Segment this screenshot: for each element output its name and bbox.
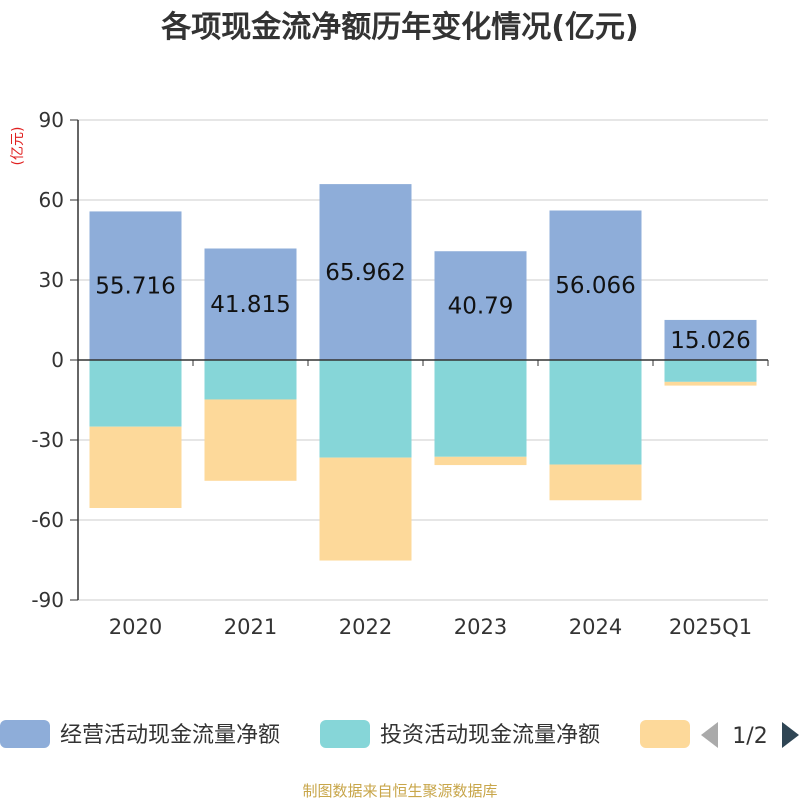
y-tick-label: 90 bbox=[39, 108, 64, 132]
bar-series-1-2025Q1[interactable] bbox=[664, 319, 757, 360]
chart-title: 各项现金流净额历年变化情况(亿元) bbox=[160, 10, 638, 45]
data-label: 15.026 bbox=[670, 328, 750, 354]
y-tick-label: -30 bbox=[31, 428, 64, 452]
bar-series-1-2020[interactable] bbox=[89, 211, 182, 360]
bar-series-2-2024[interactable] bbox=[549, 360, 642, 465]
y-axis-label: (亿元) bbox=[10, 127, 26, 166]
legend-swatch-1[interactable] bbox=[0, 720, 50, 748]
bar-series-1-2023[interactable] bbox=[434, 251, 527, 360]
x-tick-label: 2020 bbox=[109, 615, 162, 639]
data-label: 40.79 bbox=[448, 294, 514, 320]
legend-page-indicator: 1/2 bbox=[732, 724, 767, 749]
bars-group bbox=[89, 184, 757, 561]
bar-series-2-2022[interactable] bbox=[319, 360, 412, 458]
y-tick-label: 0 bbox=[51, 348, 64, 372]
bar-series-1-2022[interactable] bbox=[319, 184, 412, 360]
bar-series-3-2020[interactable] bbox=[89, 426, 182, 508]
legend-pager[interactable]: 1/2 bbox=[701, 722, 799, 749]
bar-series-3-2023[interactable] bbox=[434, 456, 527, 466]
x-tick-label: 2021 bbox=[224, 615, 277, 639]
legend-label-2[interactable]: 投资活动现金流量净额 bbox=[380, 723, 600, 748]
x-tick-label: 2025Q1 bbox=[669, 615, 752, 639]
bar-series-1-2021[interactable] bbox=[204, 248, 297, 360]
bar-series-2-2021[interactable] bbox=[204, 360, 297, 400]
x-tick-label: 2022 bbox=[339, 615, 392, 639]
source-note: 制图数据来自恒生聚源数据库 bbox=[302, 782, 497, 800]
data-label: 65.962 bbox=[325, 260, 405, 286]
bar-series-1-2024[interactable] bbox=[549, 210, 642, 360]
data-label: 55.716 bbox=[95, 274, 175, 300]
y-tick-label: -60 bbox=[31, 508, 64, 532]
x-tick-label: 2023 bbox=[454, 615, 507, 639]
legend: 经营活动现金流量净额 投资活动现金流量净额 bbox=[0, 720, 690, 748]
bar-series-3-2021[interactable] bbox=[204, 399, 297, 481]
bar-series-3-2024[interactable] bbox=[549, 464, 642, 501]
axes-group: 90 60 30 0 -30 -60 -90 2020 2021 2022 2023 2024 2025… bbox=[31, 108, 769, 639]
y-tick-label: -90 bbox=[31, 588, 64, 612]
bar-series-2-2020[interactable] bbox=[89, 360, 182, 427]
legend-next-icon[interactable] bbox=[782, 722, 799, 748]
data-label: 56.066 bbox=[555, 273, 635, 299]
legend-prev-icon[interactable] bbox=[701, 722, 718, 748]
bar-series-3-2022[interactable] bbox=[319, 457, 412, 561]
y-tick-label: 60 bbox=[39, 188, 64, 212]
legend-swatch-2[interactable] bbox=[320, 720, 370, 748]
bar-series-2-2023[interactable] bbox=[434, 360, 527, 457]
data-labels-group: 55.716 41.815 65.962 40.79 56.066 15.026 bbox=[95, 260, 750, 354]
legend-swatch-3[interactable] bbox=[640, 720, 690, 748]
bar-series-3-2025Q1[interactable] bbox=[664, 381, 757, 386]
x-tick-label: 2024 bbox=[569, 615, 622, 639]
legend-label-1[interactable]: 经营活动现金流量净额 bbox=[60, 723, 280, 748]
bar-series-2-2025Q1[interactable] bbox=[664, 360, 757, 382]
data-label: 41.815 bbox=[210, 292, 290, 318]
y-tick-label: 30 bbox=[39, 268, 64, 292]
